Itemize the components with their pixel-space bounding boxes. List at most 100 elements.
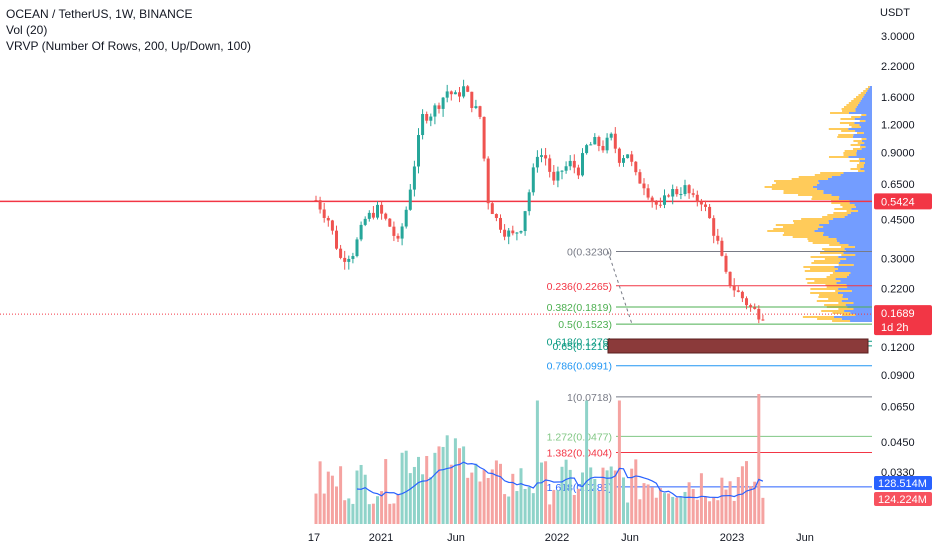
volume-profile-up [847,298,872,300]
candle-body [617,148,621,163]
volume-bar [740,466,744,524]
candle-body [478,106,482,117]
volume-profile-down [868,86,870,88]
volume-bar [736,477,740,524]
volume-bar [630,468,634,524]
candle-body [568,160,572,167]
volume-profile-up [817,228,872,230]
volume-profile-up [822,234,872,236]
candle-body [355,239,359,257]
volume-profile-up [849,202,872,204]
volume-profile-down [831,202,850,204]
time-axis-tick: 2022 [545,532,569,544]
volume-profile-up [863,96,872,98]
candle-body [585,145,589,154]
volume-profile-up [855,108,872,110]
candle-body [326,217,330,221]
candle-body [486,158,490,204]
volume-profile-down [803,266,835,268]
candle-body [531,167,535,193]
volume-profile-down [773,228,818,230]
volume-profile-down [837,136,853,138]
volume-bar [347,498,351,524]
candle-body [622,158,625,163]
volume-ma-line [356,461,764,499]
volume-profile-down [812,242,840,244]
volume-profile-down [820,172,844,174]
candle-body [408,189,412,210]
time-axis-tick: Jun [447,532,465,544]
volume-profile-down [783,190,824,192]
price-axis-tick: 1.2000 [881,120,915,132]
volume-bar [667,493,671,524]
volume-profile-down [838,302,854,304]
volume-profile-up [840,260,872,262]
volume-profile-down [816,300,842,302]
volume-profile-down [840,246,855,248]
volume-profile-up [831,176,872,178]
volume-profile-up [844,310,872,312]
volume-bar [581,472,584,524]
volume-profile-down [844,150,857,152]
volume-profile-up [852,136,872,138]
volume-bar [585,400,589,524]
volume-bar [732,500,736,524]
price-axis-tick: 1.6000 [881,92,915,104]
volume-bar [749,486,753,524]
candle-body [687,185,691,194]
volume-profile-down [810,288,839,290]
candle-body [736,290,740,292]
candle-body [515,232,519,234]
fib-level-label: 0.5(0.1523) [558,319,612,331]
volume-bar [658,488,662,524]
volume-bar [503,494,507,524]
volume-profile-down [856,96,864,98]
volume-profile-down [841,108,856,110]
volume-bar [429,477,433,524]
volume-profile-up [850,320,872,322]
volume-ma-badge [874,476,932,490]
volume-bar [712,497,716,524]
volume-profile-up [846,258,872,260]
volume-bar [605,470,609,524]
price-axis-bg [872,0,932,550]
volume-bar [421,474,425,524]
volume-profile-down [859,162,865,164]
volume-profile-down [824,304,846,306]
volume-profile-down [812,196,840,198]
candle-body [535,156,539,168]
candle-body [675,189,679,195]
volume-bar [478,481,482,524]
volume-profile-up [847,276,872,278]
candle-body [445,91,449,98]
bar-countdown-label: 1d 2h [881,322,909,334]
volume-bar [617,400,621,524]
volume-profile-up [828,220,872,222]
volume-profile-down [811,262,839,264]
volume-profile-up [860,100,872,102]
volume-bar [453,438,457,524]
volume-bar [433,452,437,524]
volume-profile-down [774,180,819,182]
volume-profile-down [828,298,848,300]
volume-profile-up [853,308,872,310]
candle-body [470,91,474,108]
price-axis-tick: 2.2000 [881,61,915,73]
volume-profile-down [851,116,861,118]
fib-level-label: 0.618(0.1276) [547,336,612,348]
candle-body [704,204,707,207]
volume-profile-up [836,238,872,240]
volume-profile-down [846,210,859,212]
volume-profile-down [793,222,830,224]
volume-profile-up [840,280,872,282]
volume-bar [753,481,757,524]
volume-profile-up [855,110,872,112]
candle-body [544,155,548,159]
symbol-title[interactable]: OCEAN / TetherUS, 1W, BINANCE [6,7,193,21]
volume-bar [724,489,728,524]
volume-bar [437,446,441,524]
last-price-badge [874,305,932,336]
volume-indicator-label[interactable]: Vol (20) [6,23,48,37]
vrvp-indicator-label[interactable]: VRVP (Number Of Rows, 200, Up/Down, 100) [6,39,251,53]
